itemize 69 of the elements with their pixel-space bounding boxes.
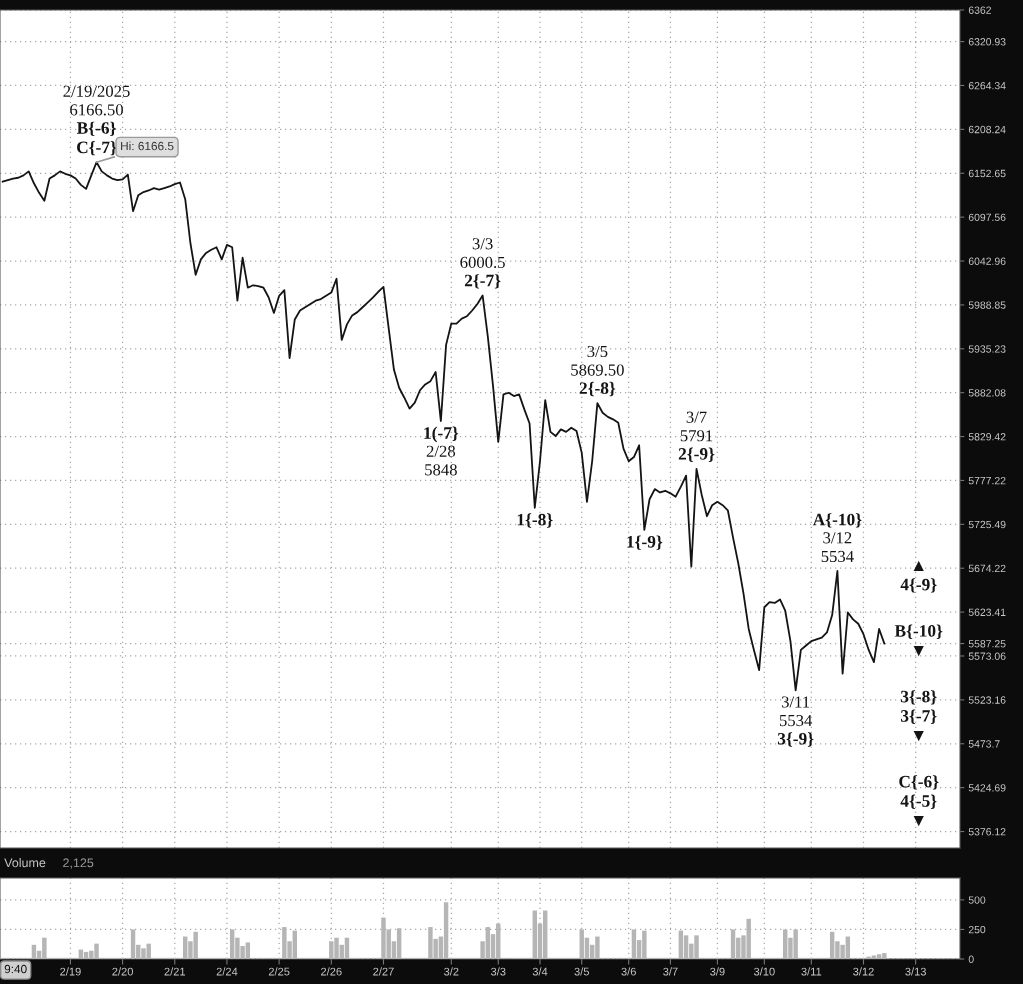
annotation: 3/5 5869.50 [571, 345, 624, 376]
x-tick-label: 3/13 [905, 967, 926, 976]
annotation: 1(-7} [424, 426, 459, 443]
annotation: ▲ 4{-9} [900, 560, 937, 593]
y-tick-label: 5725.49 [968, 520, 1006, 529]
annotation: Hi: 6166.5 [121, 141, 174, 151]
x-tick-label: 3/3 [490, 967, 506, 976]
annotation: B{-10} ▼ [894, 624, 943, 657]
y-tick-label: 5829.42 [968, 433, 1006, 441]
y-tick-label: 5674.22 [968, 564, 1006, 573]
chart-subtitle: 2,125 [63, 858, 94, 869]
y-tick-label: 5623.41 [968, 608, 1006, 616]
annotation: 3/11 5534 [779, 696, 813, 727]
y-tick-label: 5573.06 [968, 652, 1006, 660]
annotation: 3/3 6000.5 [460, 238, 505, 269]
y-tick-label: 5935.23 [968, 345, 1006, 353]
y-tick-label: 5376.12 [968, 828, 1006, 836]
y-tick-label: 5424.69 [968, 784, 1006, 792]
annotation: 2{-8} [579, 381, 616, 397]
y-tick-label: 6264.34 [968, 81, 1006, 90]
chart-title: Volume [4, 858, 46, 868]
bar [130, 929, 136, 959]
y-tick-label: 500 [968, 896, 986, 904]
x-tick-label: 2/19 [60, 967, 81, 976]
annotation: 2/28 5848 [425, 445, 457, 476]
y-tick-label: 6152.65 [968, 169, 1006, 178]
annotation: 3{-8} 3{-7} ▼ [900, 690, 937, 742]
y-tick-label: 6208.24 [968, 125, 1006, 134]
x-tick-label: 2/27 [373, 967, 394, 976]
annotation: 2{-9} [678, 447, 715, 462]
annotation: 1{-9} [627, 535, 663, 550]
annotation: B{-6} C{-7} [76, 121, 117, 156]
x-tick-label: 2/20 [112, 967, 133, 976]
annotation: 1{-8} [517, 513, 553, 528]
text: 9:40 [4, 964, 27, 974]
x-tick-label: 2/24 [216, 967, 238, 976]
y-tick-label: 6097.56 [968, 213, 1006, 222]
x-tick-label: 3/4 [532, 967, 548, 976]
annotation: 3/12 5534 [821, 532, 854, 563]
y-tick-label: 6362 [968, 6, 991, 14]
x-tick-label: 3/11 [801, 967, 822, 976]
annotation: A{-10} [812, 513, 862, 528]
x-tick-label: 3/9 [710, 967, 725, 976]
y-tick-label: 5587.25 [968, 640, 1006, 648]
x-tick-label: 3/10 [753, 967, 775, 976]
y-tick-label: 6042.96 [968, 257, 1006, 265]
annotation: 2/19/2025 6166.50 [63, 85, 130, 116]
line-series [1, 161, 886, 692]
y-tick-label: 6320.93 [968, 38, 1006, 46]
annotation: C{-6} 4{-5} ▼ [899, 775, 939, 827]
x-tick-label: 3/5 [574, 967, 589, 976]
y-tick-label: 5882.08 [968, 389, 1006, 397]
annotation: 2{-7} [464, 274, 501, 289]
y-tick-label: 5988.85 [968, 301, 1006, 309]
annotation: 3{-9} [777, 732, 814, 747]
y-tick-label: 5777.22 [968, 476, 1006, 485]
x-tick-label: 2/26 [321, 967, 342, 976]
x-tick-label: 3/6 [621, 967, 636, 976]
bar [730, 929, 736, 959]
annotation: 3/7 5791 [680, 411, 713, 442]
y-tick-label: 0 [968, 955, 974, 963]
x-tick-label: 3/12 [853, 967, 874, 976]
x-tick-label: 2/25 [268, 967, 290, 976]
x-tick-label: 3/7 [663, 967, 678, 976]
x-tick-label: 3/2 [444, 967, 459, 976]
y-tick-label: 5473.7 [968, 740, 1000, 748]
x-tick-label: 2/21 [164, 967, 186, 976]
y-tick-label: 5523.16 [968, 696, 1006, 704]
y-tick-label: 250 [968, 925, 986, 934]
